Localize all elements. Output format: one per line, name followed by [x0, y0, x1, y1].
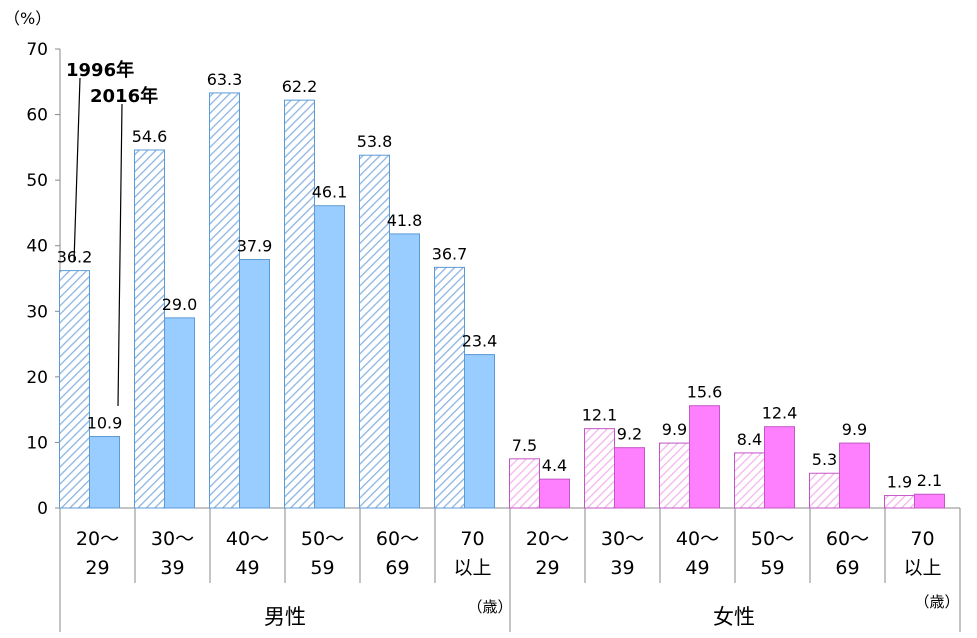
data-label: 12.1: [582, 406, 618, 425]
data-label: 23.4: [462, 332, 498, 351]
x-category-label: 59: [760, 557, 784, 579]
data-label: 37.9: [237, 236, 273, 255]
bar-1996: [509, 458, 540, 509]
data-label: 8.4: [737, 430, 762, 449]
bar-2016: [764, 426, 795, 509]
x-category-label: 49: [235, 557, 259, 579]
x-category-label: 20〜: [526, 528, 569, 550]
x-category-label: 69: [385, 557, 409, 579]
legend-leader-1996: [73, 77, 81, 263]
y-tick-label: 0: [37, 499, 48, 519]
y-unit-label: （%）: [4, 9, 51, 28]
y-tick-label: 10: [26, 433, 48, 453]
x-category-label: 70: [910, 528, 934, 550]
x-category-label: 以上: [903, 557, 941, 579]
bar-2016: [239, 258, 270, 509]
bar-1996: [59, 270, 90, 509]
bar-2016: [914, 493, 945, 509]
data-label: 36.7: [432, 244, 468, 263]
x-category-label: 69: [835, 557, 859, 579]
data-label: 36.2: [57, 248, 93, 267]
x-category-label: 39: [160, 557, 184, 579]
bar-1996: [809, 472, 840, 509]
bar-1996: [584, 428, 615, 509]
bar-1996: [434, 266, 465, 509]
x-category-label: 40〜: [226, 528, 269, 550]
x-category-label: 40〜: [676, 528, 719, 550]
y-tick-label: 50: [26, 171, 48, 191]
bar-1996: [659, 442, 690, 509]
data-label: 9.2: [617, 425, 642, 444]
data-label: 9.9: [842, 420, 867, 439]
data-label: 54.6: [132, 127, 168, 146]
data-label: 63.3: [207, 70, 243, 89]
age-unit-female: （歳）: [914, 593, 959, 611]
bar-1996: [884, 495, 915, 509]
legend-leader-2016: [117, 103, 123, 407]
bar-2016: [389, 233, 420, 509]
y-tick-label: 40: [26, 237, 48, 257]
bar-1996: [134, 149, 165, 509]
bar-1996: [734, 452, 765, 509]
data-label: 1.9: [887, 473, 912, 492]
x-category-label: 70: [460, 528, 484, 550]
x-category-label: 20〜: [76, 528, 119, 550]
group-label-female: 女性: [713, 605, 755, 629]
bar-2016: [539, 478, 570, 509]
data-label: 4.4: [542, 456, 567, 475]
bar-2016: [839, 442, 870, 509]
data-label: 12.4: [762, 404, 798, 423]
data-label: 62.2: [282, 77, 318, 96]
x-category-label: 29: [535, 557, 559, 579]
x-category-label: 59: [310, 557, 334, 579]
bar-2016: [614, 447, 645, 509]
bar-2016: [464, 354, 495, 509]
bar-2016: [164, 317, 195, 509]
data-label: 5.3: [812, 450, 837, 469]
group-label-male: 男性: [264, 605, 306, 629]
x-category-label: 49: [685, 557, 709, 579]
x-category-label: 30〜: [151, 528, 194, 550]
bar-2016: [314, 205, 345, 509]
x-category-label: 60〜: [376, 528, 419, 550]
y-tick-label: 60: [26, 106, 48, 126]
data-label: 2.1: [917, 471, 942, 490]
bar-1996: [284, 99, 315, 509]
x-category-label: 39: [610, 557, 634, 579]
legend-label-2016: 2016年: [90, 85, 158, 107]
data-label: 41.8: [387, 211, 423, 230]
x-category-label: 50〜: [751, 528, 794, 550]
x-category-label: 30〜: [601, 528, 644, 550]
x-category-label: 50〜: [301, 528, 344, 550]
age-unit-male: （歳）: [467, 598, 512, 616]
data-label: 9.9: [662, 420, 687, 439]
data-label: 7.5: [512, 436, 537, 455]
x-category-label: 以上: [453, 557, 491, 579]
y-tick-label: 70: [26, 40, 48, 60]
bar-1996: [209, 92, 240, 509]
bar-1996: [359, 154, 390, 509]
x-category-label: 60〜: [826, 528, 869, 550]
y-tick-label: 30: [26, 302, 48, 322]
legend-label-1996: 1996年: [66, 59, 134, 81]
bar-2016: [689, 405, 720, 509]
y-tick-label: 20: [26, 368, 48, 388]
data-label: 29.0: [162, 295, 198, 314]
data-label: 46.1: [312, 183, 348, 202]
data-label: 15.6: [687, 383, 723, 402]
x-category-label: 29: [85, 557, 109, 579]
bar-2016: [89, 436, 120, 509]
data-label: 10.9: [87, 414, 123, 433]
data-label: 53.8: [357, 132, 393, 151]
